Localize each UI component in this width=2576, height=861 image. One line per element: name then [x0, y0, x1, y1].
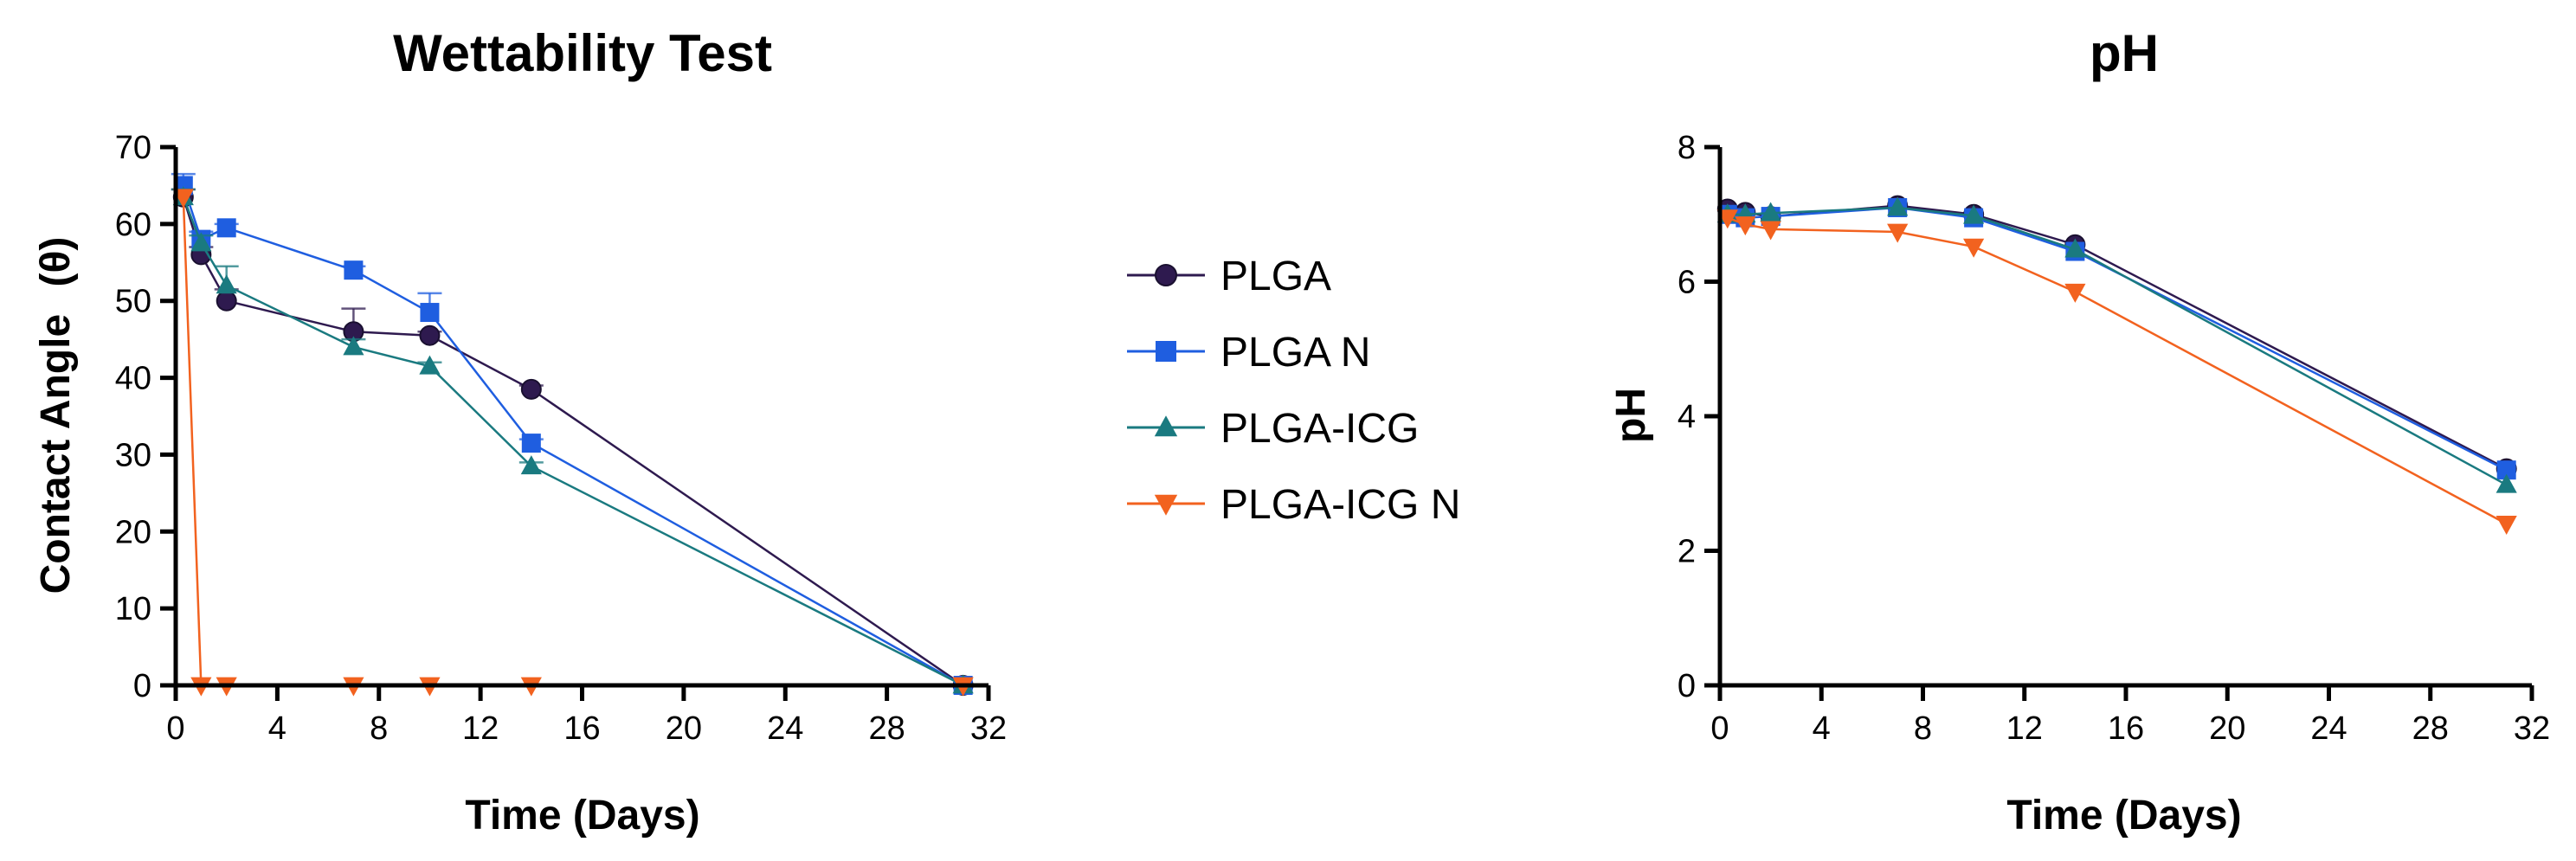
wettability-y-tick-label: 50: [115, 284, 151, 320]
ph-point-plga-icg: [1760, 202, 1781, 222]
ph-y-axis-label: pH: [1608, 388, 1654, 443]
wettability-point-plga: [419, 324, 441, 346]
ph-series-plga: [1716, 195, 2517, 479]
wettability-y-tick-label: 60: [115, 207, 151, 243]
wettability-point-plga-n: [521, 434, 541, 453]
wettability-series-plga-icg-n: [172, 189, 974, 697]
ph-point-plga-icg-n: [2496, 516, 2517, 536]
ph-x-tick-label: 4: [1813, 710, 1831, 747]
wettability-x-tick-label: 12: [462, 710, 499, 747]
ph-point-plga-icg-n: [2064, 283, 2086, 303]
ph-point-plga-icg-n: [1887, 223, 1909, 243]
ph-x-tick-label: 32: [2514, 710, 2550, 747]
legend-label: PLGA: [1220, 254, 1331, 299]
wettability-x-tick-label: 24: [767, 710, 803, 747]
wettability-point-plga-n: [216, 218, 236, 238]
legend-label: PLGA-ICG N: [1220, 482, 1460, 528]
legend-marker: [1154, 415, 1178, 437]
ph-line-plga: [1727, 204, 2508, 470]
ph-point-plga-n: [2496, 460, 2516, 480]
ph-y-tick-label: 0: [1678, 668, 1696, 704]
wettability-x-tick-label: 16: [564, 710, 600, 747]
wettability-y-tick-label: 40: [115, 361, 151, 397]
legend-item-plga-n: PLGA N: [1127, 330, 1370, 376]
svg-text:Contact Angle (θ): Contact Angle (θ): [33, 237, 79, 594]
wettability-point-plga: [520, 378, 542, 400]
legend-item-plga-icg: PLGA-ICG: [1127, 406, 1419, 452]
wettability-y-axis-label: Contact Angle: [33, 314, 79, 594]
wettability-series-plga: [171, 186, 974, 696]
ph-x-tick-label: 12: [2006, 710, 2043, 747]
wettability-line-plga-icg-n: [182, 196, 963, 687]
wettability-x-tick-label: 0: [166, 710, 184, 747]
legend-marker: [1155, 264, 1177, 286]
ph-series-plga-icg: [1716, 196, 2517, 493]
wettability-y-axis-label-group: Contact Angle (θ): [33, 237, 79, 594]
legend-marker: [1156, 341, 1176, 362]
wettability-y-tick-label: 70: [115, 130, 151, 166]
wettability-y-tick-label: 0: [133, 668, 151, 704]
wettability-line-plga-n: [182, 185, 964, 687]
ph-x-tick-label: 24: [2310, 710, 2347, 747]
wettability-point-plga-n: [420, 303, 440, 323]
wettability-point-plga-icg: [343, 336, 364, 356]
wettability-x-axis-label: Time (Days): [465, 793, 699, 839]
legend: PLGA PLGA N PLGA-ICG PLGA-ICG N: [1127, 254, 1460, 528]
wettability-y-tick-label: 30: [115, 437, 151, 473]
wettability-point-plga-icg: [190, 232, 212, 252]
ph-point-plga-icg: [1963, 204, 1985, 224]
ph-y-tick-label: 8: [1678, 130, 1696, 166]
ph-y-tick-label: 2: [1678, 534, 1696, 570]
ph-point-plga-icg: [2064, 238, 2086, 258]
ph-point-plga-icg-n: [1735, 216, 1756, 236]
wettability-x-tick-label: 32: [970, 710, 1007, 747]
wettability-x-tick-label: 28: [868, 710, 905, 747]
ph-x-tick-label: 28: [2412, 710, 2449, 747]
wettability-y-tick-label: 20: [115, 514, 151, 550]
ph-x-axis-label: Time (Days): [2006, 793, 2241, 839]
wettability-point-plga-icg-n: [172, 189, 194, 209]
ph-point-plga-icg: [2496, 473, 2517, 493]
wettability-line-plga-icg: [182, 196, 964, 687]
ph-point-plga-icg-n: [1716, 209, 1738, 229]
ph-point-plga-icg-n: [1963, 238, 1985, 258]
ph-x-tick-label: 20: [2209, 710, 2245, 747]
ph-line-plga-icg-n: [1727, 216, 2508, 525]
wettability-line-plga: [182, 196, 964, 687]
legend-item-plga: PLGA: [1127, 254, 1331, 299]
wettability-x-tick-label: 4: [268, 710, 287, 747]
ph-chart-title: pH: [2090, 24, 2159, 82]
ph-y-tick-label: 6: [1678, 265, 1696, 301]
ph-line-plga-n: [1727, 206, 2508, 472]
wettability-chart-title: Wettability Test: [393, 24, 772, 82]
legend-marker: [1154, 494, 1178, 516]
wettability-point-plga-icg: [520, 455, 542, 475]
legend-item-plga-icg-n: PLGA-ICG N: [1127, 482, 1460, 528]
wettability-series-plga-icg: [171, 186, 974, 694]
ph-point-plga-icg: [1887, 196, 1909, 216]
ph-series-plga-icg-n: [1716, 209, 2517, 536]
legend-label: PLGA N: [1220, 330, 1370, 376]
wettability-point-plga-icg: [419, 355, 441, 375]
wettability-point-plga: [216, 290, 237, 312]
wettability-x-tick-label: 20: [666, 710, 702, 747]
wettability-y-axis-unit: (θ): [33, 237, 79, 287]
ph-x-tick-label: 16: [2108, 710, 2144, 747]
ph-series-plga-n: [1717, 197, 2516, 480]
ph-y-axis-label-group: pH: [1608, 388, 1654, 443]
wettability-point-plga-n: [344, 260, 364, 280]
wettability-point-plga-icg: [216, 274, 237, 294]
wettability-y-tick-label: 10: [115, 591, 151, 627]
ph-x-tick-label: 0: [1710, 710, 1729, 747]
ph-y-tick-label: 4: [1678, 399, 1696, 435]
ph-x-tick-label: 8: [1914, 710, 1932, 747]
legend-label: PLGA-ICG: [1220, 406, 1419, 452]
wettability-series-plga-n: [171, 172, 973, 695]
wettability-x-tick-label: 8: [370, 710, 388, 747]
wettability-chart: Wettability Test 0 4 8 12 16 20 24 28 32 0 10 20 30 4…: [33, 24, 1007, 839]
ph-point-plga-icg-n: [1760, 221, 1781, 241]
ph-line-plga-icg: [1727, 206, 2508, 486]
